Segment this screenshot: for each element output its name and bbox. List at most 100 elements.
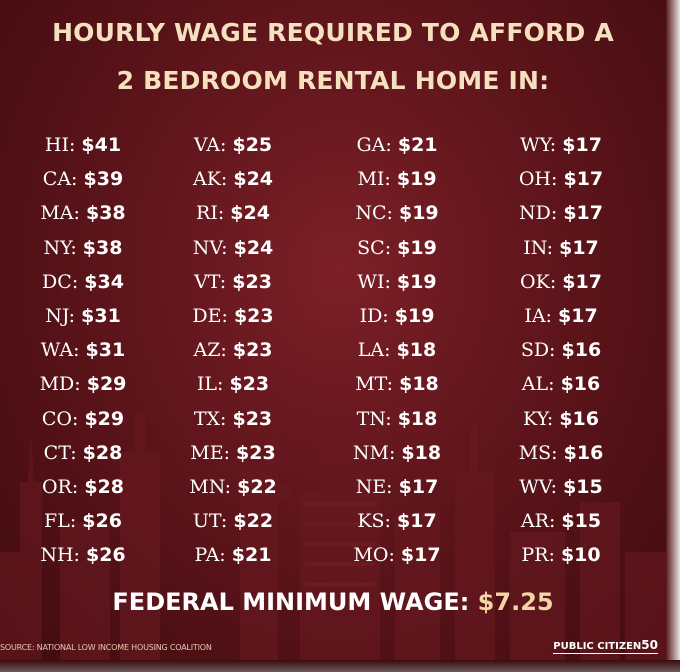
state-label: HI: xyxy=(44,134,76,156)
wage-value: $26 xyxy=(85,544,126,567)
state-label: OR: xyxy=(41,476,79,498)
state-label: NE: xyxy=(355,476,393,498)
state-label: VA: xyxy=(193,134,227,156)
state-label: MA: xyxy=(40,202,80,225)
wage-value: $19 xyxy=(398,202,439,225)
wage-value: $23 xyxy=(233,305,274,327)
wage-entry: AZ: $23 xyxy=(158,335,308,365)
wage-value: $19 xyxy=(396,168,437,191)
public-citizen-logo: PUBLIC CITIZEN50 xyxy=(553,638,658,654)
wage-entry: WI: $19 xyxy=(322,267,472,297)
wage-value: $17 xyxy=(563,202,603,225)
state-label: MN: xyxy=(189,476,232,498)
wage-entry: ME: $23 xyxy=(158,438,308,468)
wage-value: $24 xyxy=(233,168,274,191)
wage-entry: CT: $28 xyxy=(8,438,158,468)
state-label: TN: xyxy=(356,407,392,430)
state-label: IL: xyxy=(196,373,224,396)
wage-entry: UT: $22 xyxy=(158,506,308,536)
state-label: UT: xyxy=(192,510,228,533)
wage-entry: MA: $38 xyxy=(8,198,158,228)
wage-entry: WY: $17 xyxy=(486,130,636,160)
wage-entry: VA: $25 xyxy=(158,130,308,160)
wage-value: $39 xyxy=(83,168,124,191)
state-label: WV: xyxy=(519,476,558,498)
state-label: AR: xyxy=(520,510,556,533)
wage-value: $18 xyxy=(396,339,437,362)
state-label: MI: xyxy=(357,168,391,191)
state-label: LA: xyxy=(357,339,391,362)
wage-grid: HI: $41 CA: $39 MA: $38 NY: $38 DC: $34 NJ: $… xyxy=(0,130,666,570)
wage-entry: IL: $23 xyxy=(158,369,308,399)
wage-entry: VT: $23 xyxy=(158,267,308,297)
wage-entry: LA: $18 xyxy=(322,335,472,365)
wage-entry: NC: $19 xyxy=(322,198,472,228)
state-label: NV: xyxy=(192,236,228,259)
wage-entry: MS: $16 xyxy=(486,438,636,468)
state-label: FL: xyxy=(44,510,77,533)
state-label: SC: xyxy=(357,236,392,259)
wage-entry: ID: $19 xyxy=(322,301,472,331)
state-label: MO: xyxy=(353,544,395,567)
wage-entry: DC: $34 xyxy=(8,267,158,297)
wage-value: $18 xyxy=(397,407,438,430)
wage-value: $25 xyxy=(232,134,273,156)
wage-entry: KS: $17 xyxy=(322,506,472,536)
wage-entry: OK: $17 xyxy=(486,267,636,297)
state-label: NH: xyxy=(40,544,80,567)
wage-value: $19 xyxy=(397,236,437,259)
title-line-1: HOURLY WAGE REQUIRED TO AFFORD A xyxy=(52,18,614,47)
wage-value: $17 xyxy=(558,305,598,327)
state-label: NM: xyxy=(352,441,396,464)
wage-value: $23 xyxy=(232,407,273,430)
wage-value: $22 xyxy=(237,476,277,498)
wage-entry: OR: $28 xyxy=(8,472,158,502)
wage-entry: CA: $39 xyxy=(8,164,158,194)
wage-value: $17 xyxy=(398,476,439,498)
wage-entry: AR: $15 xyxy=(486,506,636,536)
wage-entry: TN: $18 xyxy=(322,404,472,434)
wage-value: $15 xyxy=(561,510,602,533)
wage-value: $17 xyxy=(562,134,602,156)
wage-entry: CO: $29 xyxy=(8,404,158,434)
wage-value: $16 xyxy=(560,373,601,396)
wage-entry: NE: $17 xyxy=(322,472,472,502)
wage-value: $18 xyxy=(401,441,442,464)
state-label: MD: xyxy=(39,373,81,396)
wage-value: $24 xyxy=(230,202,270,225)
wage-value: $34 xyxy=(84,270,124,293)
federal-label: FEDERAL MINIMUM WAGE: xyxy=(112,588,470,616)
wage-entry: WV: $15 xyxy=(486,472,636,502)
wage-entry: ND: $17 xyxy=(486,198,636,228)
wage-entry: TX: $23 xyxy=(158,404,308,434)
wage-entry: NY: $38 xyxy=(8,233,158,263)
wage-entry: WA: $31 xyxy=(8,335,158,365)
state-label: WI: xyxy=(357,270,391,293)
wage-value: $29 xyxy=(84,407,125,430)
wage-entry: NJ: $31 xyxy=(8,301,158,331)
state-label: AZ: xyxy=(193,339,227,362)
state-label: TX: xyxy=(193,407,227,430)
state-label: KY: xyxy=(523,407,554,430)
state-label: VT: xyxy=(194,270,227,293)
wage-entry: SD: $16 xyxy=(486,335,636,365)
wage-value: $24 xyxy=(233,236,274,259)
wage-entry: GA: $21 xyxy=(322,130,472,160)
state-label: IN: xyxy=(523,236,554,259)
wage-entry: RI: $24 xyxy=(158,198,308,228)
logo-text: PUBLIC CITIZEN xyxy=(553,641,642,652)
state-label: CA: xyxy=(42,168,78,191)
wage-value: $21 xyxy=(397,134,438,156)
state-label: PR: xyxy=(521,544,555,567)
source-note: SOURCE: NATIONAL LOW INCOME HOUSING COAL… xyxy=(0,643,212,652)
title-line-2: 2 BEDROOM RENTAL HOME IN: xyxy=(116,66,550,95)
state-label: ID: xyxy=(359,305,389,327)
wage-value: $23 xyxy=(236,441,276,464)
wage-value: $31 xyxy=(85,339,126,362)
wage-value: $31 xyxy=(81,305,121,327)
wage-value: $18 xyxy=(399,373,439,396)
state-label: MT: xyxy=(355,373,394,396)
wage-value: $15 xyxy=(563,476,603,498)
wage-entry: MT: $18 xyxy=(322,369,472,399)
